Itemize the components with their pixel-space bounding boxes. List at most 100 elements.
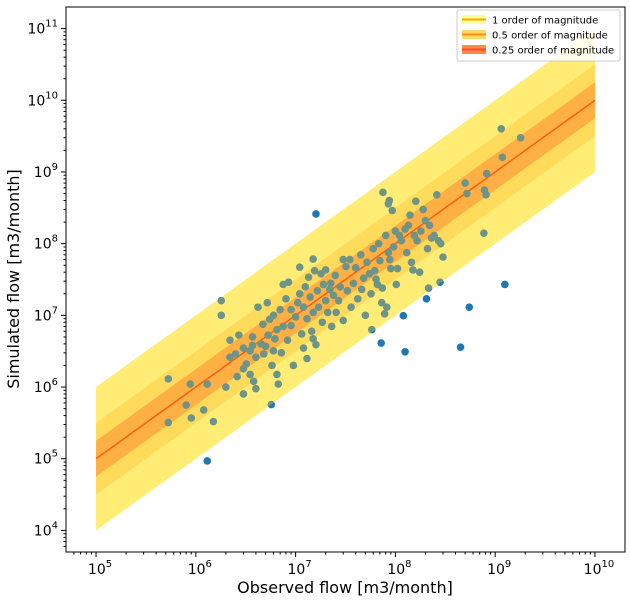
data-point — [380, 310, 389, 318]
data-point — [301, 283, 310, 291]
y-tick-label: 107 — [34, 305, 58, 324]
x-tick-label: 1010 — [584, 559, 615, 578]
data-point — [226, 353, 234, 362]
data-point — [387, 264, 395, 273]
data-point — [347, 303, 355, 311]
data-point — [252, 384, 260, 393]
data-point — [424, 284, 433, 292]
one-to-one-line — [95, 99, 596, 460]
data-point — [299, 303, 308, 311]
data-point — [334, 296, 343, 305]
data-point — [413, 236, 421, 245]
data-point — [346, 255, 354, 264]
data-point — [363, 258, 371, 267]
data-point — [231, 350, 240, 358]
y-tick-label: 109 — [34, 162, 58, 181]
data-point — [233, 372, 242, 381]
data-point — [402, 248, 411, 257]
data-point — [463, 189, 471, 198]
legend-label: 1 order of magnitude — [492, 16, 598, 27]
plot-area — [95, 28, 596, 531]
data-point — [430, 231, 439, 240]
data-point — [480, 229, 488, 237]
data-point — [378, 284, 387, 292]
data-point — [273, 325, 281, 334]
reference-line-layer — [95, 99, 596, 460]
data-point — [339, 316, 348, 325]
data-point — [186, 380, 195, 388]
data-point — [404, 221, 413, 230]
data-point — [382, 303, 391, 311]
x-tick-label: 107 — [288, 559, 312, 578]
data-point — [164, 418, 173, 427]
x-axis-title: Observed flow [m3/month] — [237, 578, 453, 597]
data-point — [269, 311, 278, 320]
data-point — [326, 279, 335, 288]
data-point — [312, 340, 320, 349]
data-point — [377, 339, 385, 347]
data-point — [303, 354, 311, 363]
data-point — [277, 349, 286, 357]
data-point — [276, 305, 284, 314]
data-point — [342, 262, 350, 271]
data-point — [254, 303, 262, 311]
data-point — [248, 341, 257, 350]
data-point — [498, 153, 507, 162]
data-point — [325, 285, 334, 294]
data-point — [273, 370, 281, 379]
data-point — [381, 231, 390, 240]
data-point — [353, 295, 362, 303]
y-tick-label: 1010 — [27, 90, 58, 109]
data-point — [293, 298, 302, 307]
data-point — [304, 273, 313, 282]
data-point — [246, 370, 254, 379]
data-point — [436, 239, 445, 248]
data-point — [242, 360, 251, 368]
data-point — [314, 303, 323, 311]
y-tick-label: 108 — [34, 234, 58, 253]
data-point — [407, 258, 416, 267]
data-point — [226, 336, 234, 345]
data-point — [319, 280, 328, 289]
data-point — [406, 211, 414, 219]
data-point — [367, 325, 376, 334]
data-point — [329, 291, 338, 300]
plot-frame — [65, 6, 626, 553]
data-point — [384, 248, 393, 257]
data-point — [336, 283, 345, 291]
data-point — [303, 314, 311, 323]
data-point — [456, 343, 465, 351]
data-point — [309, 255, 317, 263]
data-point — [332, 308, 340, 317]
y-axis-title: Simulated flow [m3/month] — [4, 169, 23, 389]
data-point — [321, 266, 330, 274]
data-point — [376, 256, 384, 265]
data-point — [287, 321, 295, 330]
data-point — [425, 221, 434, 230]
data-point — [235, 331, 243, 339]
data-point — [439, 253, 447, 261]
x-tick-label: 109 — [487, 559, 511, 578]
data-point — [417, 227, 425, 235]
data-point — [370, 266, 379, 275]
legend: 1 order of magnitude 0.5 order of magnitu… — [456, 9, 621, 62]
data-point — [313, 286, 322, 295]
band-overlay — [96, 28, 595, 531]
data-point — [361, 311, 370, 320]
data-point — [351, 264, 360, 272]
data-point — [367, 289, 375, 298]
data-point — [433, 191, 441, 199]
x-axis-ticks: 105 106 107 108 109 1010 — [73, 552, 615, 578]
data-point — [249, 377, 258, 386]
y-tick-label: 106 — [34, 377, 58, 396]
data-point — [182, 401, 190, 409]
data-point — [268, 361, 276, 370]
data-points — [96, 28, 595, 531]
data-point — [377, 298, 386, 307]
data-point — [164, 375, 173, 383]
data-point — [297, 330, 306, 338]
data-point — [263, 298, 272, 307]
y-tick-label: 1011 — [27, 19, 58, 38]
data-point — [389, 243, 398, 251]
data-point — [369, 244, 378, 253]
